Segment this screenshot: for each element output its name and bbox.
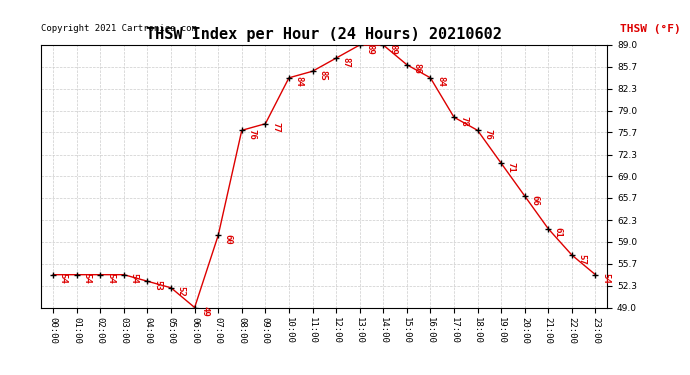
Text: 89: 89 (388, 44, 398, 54)
Text: 84: 84 (295, 76, 304, 87)
Text: Copyright 2021 Cartronics.com: Copyright 2021 Cartronics.com (41, 24, 197, 33)
Text: 71: 71 (506, 162, 515, 172)
Text: 54: 54 (82, 273, 91, 284)
Text: 52: 52 (177, 286, 186, 297)
Text: 54: 54 (59, 273, 68, 284)
Text: 60: 60 (224, 234, 233, 244)
Text: 78: 78 (460, 116, 469, 126)
Text: 61: 61 (554, 227, 563, 238)
Text: 76: 76 (483, 129, 492, 140)
Text: 76: 76 (247, 129, 257, 140)
Text: 86: 86 (413, 63, 422, 74)
Title: THSW Index per Hour (24 Hours) 20210602: THSW Index per Hour (24 Hours) 20210602 (146, 27, 502, 42)
Text: 54: 54 (601, 273, 610, 284)
Text: 87: 87 (342, 57, 351, 68)
Text: 54: 54 (130, 273, 139, 284)
Text: 85: 85 (318, 70, 327, 81)
Text: 53: 53 (153, 280, 162, 291)
Text: 77: 77 (271, 122, 280, 133)
Text: 66: 66 (530, 195, 540, 205)
Text: 84: 84 (436, 76, 445, 87)
Text: 89: 89 (365, 44, 374, 54)
Text: 49: 49 (200, 306, 209, 317)
Text: 54: 54 (106, 273, 115, 284)
Text: THSW (°F): THSW (°F) (620, 24, 681, 34)
Text: 57: 57 (578, 254, 586, 264)
